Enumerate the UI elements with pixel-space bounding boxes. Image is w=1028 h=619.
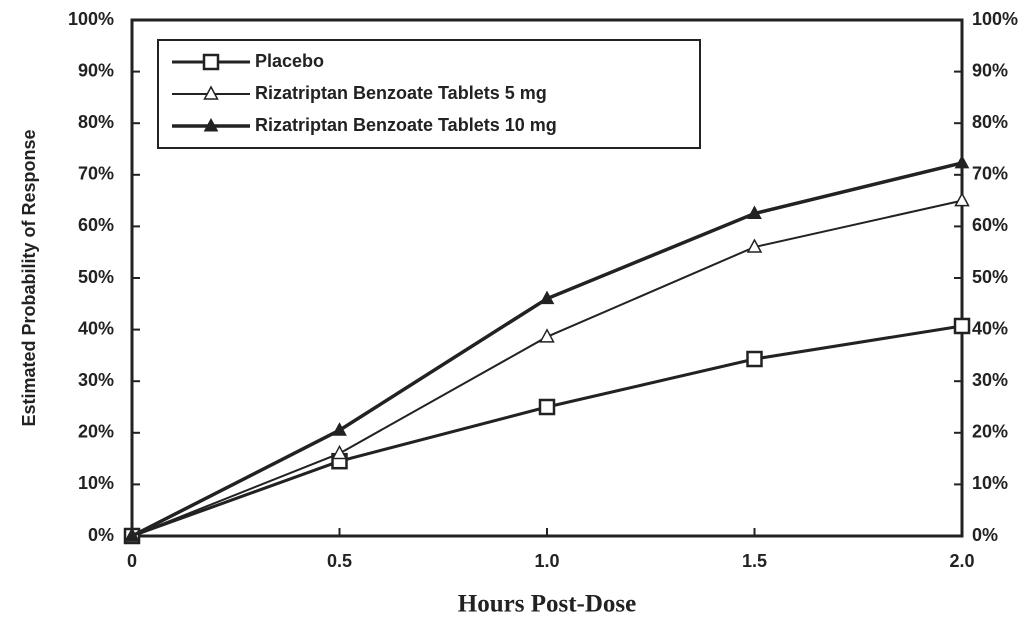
- y2-tick-label: 60%: [972, 215, 1008, 235]
- y-tick-label: 90%: [78, 60, 114, 80]
- y2-tick-label: 40%: [972, 318, 1008, 338]
- y2-tick-label: 20%: [972, 422, 1008, 442]
- series-line: [131, 161, 963, 538]
- legend-label: Rizatriptan Benzoate Tablets 10 mg: [255, 115, 557, 135]
- series-line: [131, 324, 963, 538]
- data-point: [953, 317, 971, 335]
- y2-tick-label: 0%: [972, 525, 998, 545]
- y2-tick-label: 90%: [972, 60, 1008, 80]
- legend-label: Rizatriptan Benzoate Tablets 5 mg: [255, 83, 547, 103]
- y-tick-label: 100%: [68, 9, 114, 29]
- y2-tick-label: 30%: [972, 370, 1008, 390]
- data-point: [747, 205, 762, 219]
- y2-tick-label: 70%: [972, 164, 1008, 184]
- x-tick-label: 1.0: [534, 551, 559, 571]
- x-axis-title: Hours Post-Dose: [458, 591, 636, 618]
- y2-tick-label: 50%: [972, 267, 1008, 287]
- data-point: [746, 238, 763, 253]
- y-tick-label: 10%: [78, 473, 114, 493]
- data-point: [954, 192, 970, 207]
- legend-label: Placebo: [255, 51, 324, 71]
- y-tick-label: 50%: [78, 267, 114, 287]
- data-point: [331, 444, 348, 460]
- y2-tick-label: 10%: [972, 473, 1008, 493]
- x-tick-label: 0.5: [327, 551, 352, 571]
- y2-tick-label: 100%: [972, 9, 1018, 29]
- x-tick-label: 2.0: [949, 551, 974, 571]
- y-tick-label: 60%: [78, 215, 114, 235]
- data-point: [332, 422, 347, 436]
- series-line: [131, 199, 963, 537]
- y-tick-label: 80%: [78, 112, 114, 132]
- x-tick-label: 0: [127, 551, 137, 571]
- data-point: [539, 290, 555, 305]
- y-axis-title: Estimated Probability of Response: [19, 129, 39, 426]
- data-point: [954, 154, 970, 169]
- data-point: [124, 527, 140, 542]
- y-tick-label: 30%: [78, 370, 114, 390]
- x-tick-label: 1.5: [742, 551, 767, 571]
- y-tick-label: 40%: [78, 318, 114, 338]
- y2-tick-label: 80%: [972, 112, 1008, 132]
- data-point: [539, 328, 555, 343]
- legend-marker: [203, 117, 219, 132]
- data-point: [538, 398, 556, 416]
- legend-marker: [202, 53, 220, 71]
- y-tick-label: 20%: [78, 422, 114, 442]
- data-point: [746, 350, 763, 368]
- legend-marker: [203, 85, 219, 100]
- y-tick-label: 0%: [88, 525, 114, 545]
- y-tick-label: 70%: [78, 164, 114, 184]
